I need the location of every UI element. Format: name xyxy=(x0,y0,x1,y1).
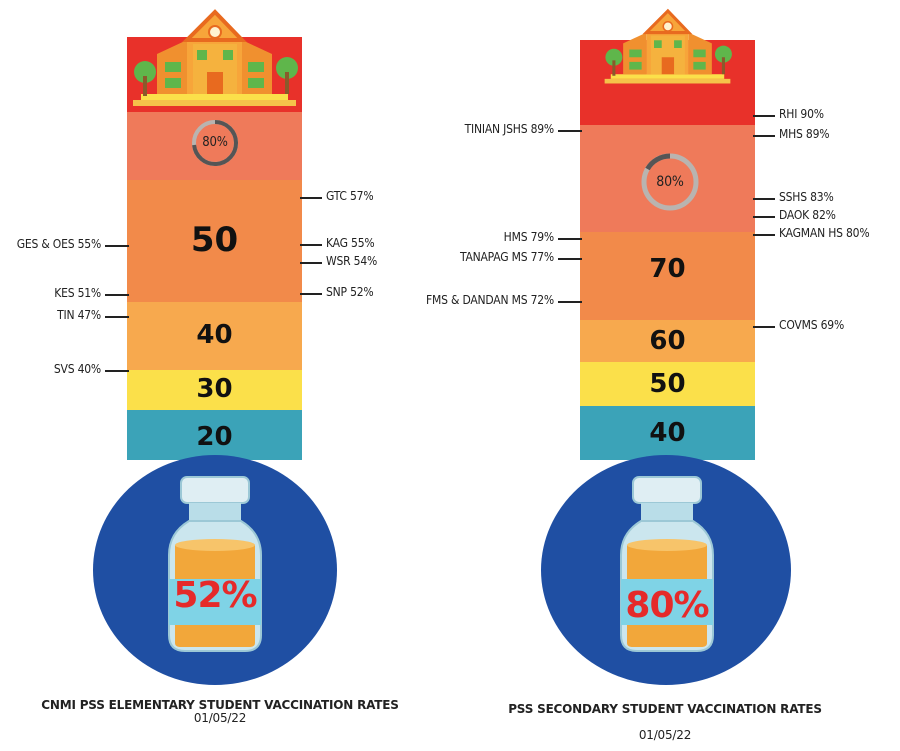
school-marker-tick xyxy=(105,245,129,247)
school-building-icon xyxy=(133,9,298,106)
school-marker-tick xyxy=(753,135,775,137)
band-label-50: 50 xyxy=(649,369,686,399)
school-marker-label: GES & OES 55% xyxy=(16,237,102,251)
school-marker-label: TINIAN JSHS 89% xyxy=(464,122,555,136)
school-marker-label: WSR 54% xyxy=(326,254,378,268)
band-70: 70 xyxy=(580,232,755,320)
school-marker-tick xyxy=(105,294,129,296)
school-marker-tick xyxy=(105,316,129,318)
band-50: 50 xyxy=(580,362,755,406)
band-label-60: 60 xyxy=(649,326,686,356)
chart-date: 01/05/22 xyxy=(193,711,247,725)
school-marker-label: HMS 79% xyxy=(503,230,555,244)
band-30: 30 xyxy=(127,370,302,410)
school-marker-label: SNP 52% xyxy=(326,285,374,299)
band-40: 40 xyxy=(580,406,755,460)
chart-date: 01/05/22 xyxy=(638,728,692,742)
school-marker-tick xyxy=(300,262,322,264)
goal-label: 80% xyxy=(202,135,228,150)
school-marker-label: KAGMAN HS 80% xyxy=(779,226,870,240)
school-marker-tick xyxy=(753,198,775,200)
school-marker-label: RHI 90% xyxy=(779,107,824,121)
school-marker-tick xyxy=(558,130,582,132)
school-marker-tick xyxy=(753,115,775,117)
school-marker-label: FMS & DANDAN MS 72% xyxy=(425,293,554,307)
band-60: 60 xyxy=(580,320,755,362)
band-20: 20 xyxy=(127,410,302,460)
band-goal xyxy=(580,125,755,232)
school-marker-tick xyxy=(753,234,775,236)
chart-title: PSS SECONDARY STUDENT VACCINATION RATES xyxy=(508,702,822,716)
goal-ring-icon xyxy=(192,120,238,166)
school-marker-label: KAG 55% xyxy=(326,236,375,250)
band-label-30: 30 xyxy=(196,374,233,404)
goal-ring-icon xyxy=(641,153,699,211)
school-marker-tick xyxy=(105,370,129,372)
band-label-50: 50 xyxy=(190,220,239,260)
overall-rate-label: 80% xyxy=(625,585,709,626)
vaccine-vial-icon xyxy=(620,476,714,652)
overall-rate-label: 52% xyxy=(173,575,257,616)
chart-title: CNMI PSS ELEMENTARY STUDENT VACCINATION … xyxy=(41,698,399,712)
band-40: 40 xyxy=(127,302,302,370)
school-marker-label: SVS 40% xyxy=(53,362,101,376)
school-marker-tick xyxy=(753,216,775,218)
band-label-20: 20 xyxy=(196,422,233,452)
band-label-70: 70 xyxy=(649,254,686,284)
school-marker-label: DAOK 82% xyxy=(779,208,836,222)
school-marker-label: GTC 57% xyxy=(326,189,374,203)
goal-label: 80% xyxy=(656,174,684,190)
vaccine-vial-icon xyxy=(168,476,262,652)
school-marker-tick xyxy=(300,293,322,295)
band-50: 50 xyxy=(127,180,302,302)
school-marker-label: KES 51% xyxy=(54,286,101,300)
school-marker-tick xyxy=(558,238,582,240)
band-label-40: 40 xyxy=(196,320,233,350)
school-marker-label: TIN 47% xyxy=(57,308,101,322)
school-marker-tick xyxy=(753,326,775,328)
school-marker-label: SSHS 83% xyxy=(779,190,834,204)
school-marker-label: TANAPAG MS 77% xyxy=(459,250,554,264)
school-marker-tick xyxy=(300,197,322,199)
school-marker-label: COVMS 69% xyxy=(779,318,845,332)
school-marker-tick xyxy=(300,244,322,246)
school-marker-label: MHS 89% xyxy=(779,127,830,141)
school-marker-tick xyxy=(558,301,582,303)
band-label-40: 40 xyxy=(649,418,686,448)
school-marker-tick xyxy=(558,258,582,260)
school-building-icon xyxy=(604,8,732,84)
